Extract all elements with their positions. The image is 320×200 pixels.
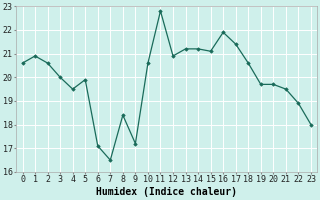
X-axis label: Humidex (Indice chaleur): Humidex (Indice chaleur) <box>96 187 237 197</box>
